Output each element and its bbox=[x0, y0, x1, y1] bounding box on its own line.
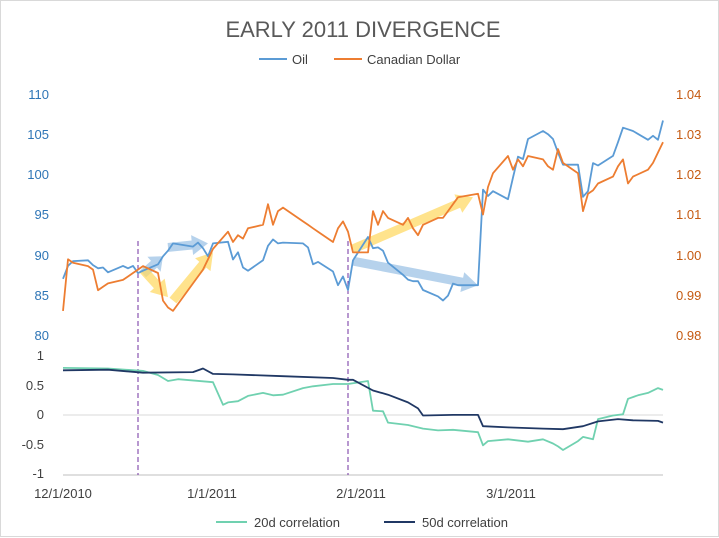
left-tick-110: 110 bbox=[28, 87, 49, 102]
corr-tick-0: 0 bbox=[37, 407, 44, 422]
correlation-50d-series-line bbox=[62, 367, 664, 431]
legend-50d-label: 50d correlation bbox=[422, 515, 508, 530]
right-tick-1.00: 1.00 bbox=[676, 248, 701, 263]
left-tick-100: 100 bbox=[27, 167, 49, 182]
right-tick-0.98: 0.98 bbox=[676, 328, 701, 343]
x-tick-2011-01-01: 1/1/2011 bbox=[187, 486, 237, 501]
left-tick-85: 85 bbox=[35, 288, 49, 303]
legend-bottom: 20d correlation 50d correlation bbox=[216, 515, 508, 530]
right-tick-1.04: 1.04 bbox=[676, 87, 701, 102]
right-axis-ticks: 1.04 1.03 1.02 1.01 1.00 0.99 0.98 bbox=[676, 87, 701, 343]
annotation-arrow-5 bbox=[169, 252, 213, 304]
correlation-axis-ticks: 1 0.5 0 -0.5 -1 bbox=[22, 348, 44, 481]
x-tick-2010-12-01: 12/1/2010 bbox=[34, 486, 92, 501]
legend-top: Oil Canadian Dollar bbox=[259, 52, 461, 67]
left-tick-90: 90 bbox=[35, 248, 49, 263]
right-tick-1.02: 1.02 bbox=[676, 167, 701, 182]
legend-cad-label: Canadian Dollar bbox=[367, 52, 461, 67]
correlation-series bbox=[62, 367, 664, 451]
left-tick-80: 80 bbox=[35, 328, 49, 343]
left-tick-105: 105 bbox=[27, 127, 49, 142]
event-markers bbox=[137, 241, 349, 475]
corr-tick-minus-1: -1 bbox=[32, 466, 44, 481]
x-tick-2011-03-01: 3/1/2011 bbox=[486, 486, 536, 501]
correlation-20d-series-line bbox=[62, 367, 664, 451]
x-axis-ticks: 12/1/2010 1/1/2011 2/1/2011 3/1/2011 bbox=[34, 486, 536, 501]
right-tick-0.99: 0.99 bbox=[676, 288, 701, 303]
left-axis-ticks: 110 105 100 95 90 85 80 bbox=[27, 87, 49, 343]
x-tick-2011-02-01: 2/1/2011 bbox=[336, 486, 386, 501]
corr-tick-1: 1 bbox=[37, 348, 44, 363]
right-tick-1.01: 1.01 bbox=[676, 207, 701, 222]
chart-title: EARLY 2011 DIVERGENCE bbox=[225, 17, 500, 42]
annotation-arrow-6 bbox=[351, 194, 473, 254]
left-tick-95: 95 bbox=[35, 207, 49, 222]
corr-tick-minus-0.5: -0.5 bbox=[22, 437, 44, 452]
right-tick-1.03: 1.03 bbox=[676, 127, 701, 142]
price-series bbox=[62, 120, 664, 312]
canadian-dollar-series-line bbox=[62, 141, 664, 312]
oil-series-line bbox=[62, 120, 664, 302]
legend-oil-label: Oil bbox=[292, 52, 308, 67]
legend-20d-label: 20d correlation bbox=[254, 515, 340, 530]
annotation-arrow-3 bbox=[352, 256, 478, 292]
corr-tick-0.5: 0.5 bbox=[26, 378, 44, 393]
